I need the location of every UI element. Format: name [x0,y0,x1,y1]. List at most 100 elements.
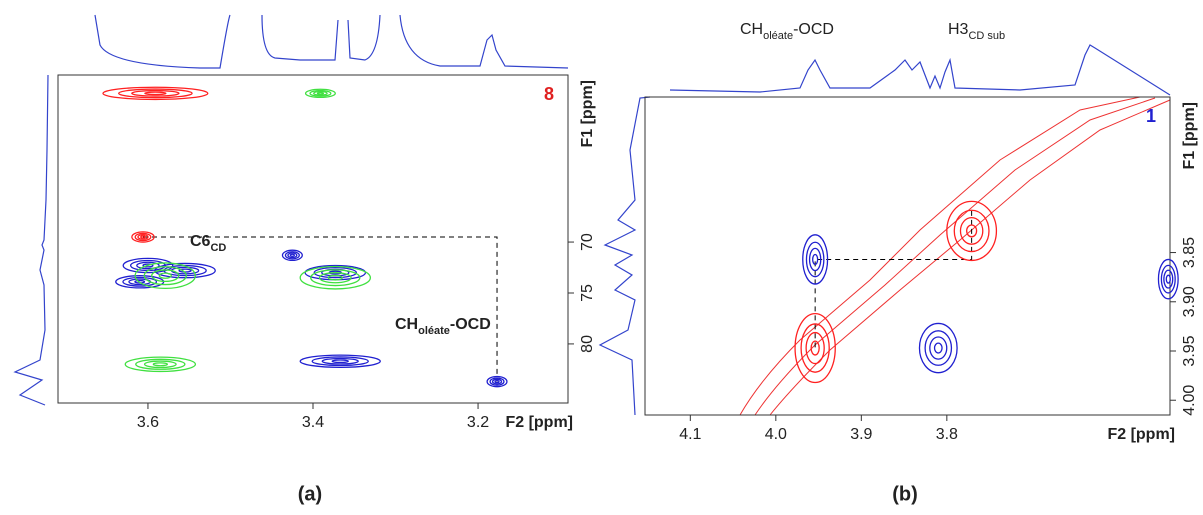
x-tick-label: 3.9 [850,426,872,443]
contour [118,88,193,99]
projection-trace [13,74,49,406]
contour [281,249,303,262]
projection-trace [598,96,651,416]
x-axis-label: F2 [ppm] [1107,426,1175,443]
contour [1165,274,1171,284]
peak [102,86,209,101]
contour [929,336,948,360]
projection-trace [94,14,569,69]
contour [310,269,361,287]
contour [131,89,180,97]
contour [489,377,505,386]
x-tick-label: 4.0 [765,426,787,443]
contour [800,323,830,373]
contour [805,241,825,278]
contour [151,269,180,283]
annotation-part: CD [210,242,226,254]
contour [135,358,186,370]
contour [143,360,177,369]
correlation-line [143,236,498,382]
contour [918,322,958,374]
contour [953,209,990,253]
y-tick-label: 4.00 [1181,385,1198,416]
diagonal-band [739,96,1171,416]
panel-label: (b) [892,483,918,505]
contour [134,262,197,290]
contour [142,263,154,268]
annotation-part: C6 [190,233,211,250]
peak [299,265,372,290]
contour [808,247,822,272]
contour [102,86,209,101]
annotation: CHoléate-OCD [740,21,834,42]
contour [136,261,160,270]
annotation-part: CH [395,316,418,333]
contour [158,272,172,279]
annotation-part: H3 [948,21,969,38]
contour [313,266,358,279]
contour [318,272,352,284]
panel-label: (a) [298,483,322,505]
peak [281,249,303,262]
contour [327,274,343,281]
annotation: H3CD sub [948,21,1005,42]
annotation-part: CH [740,21,763,38]
y-tick-label: 3.95 [1181,335,1198,366]
x-axis-label: F2 [ppm] [505,414,573,431]
annotation-part: -OCD [450,316,491,333]
annotation-part: oléate [763,30,793,42]
peak [1157,258,1179,300]
contour [124,356,197,373]
y-tick-label: 3.90 [1181,286,1198,317]
peak [131,231,155,243]
y-tick-label: 70 [579,233,596,251]
peak [299,354,381,368]
contour [309,89,332,97]
contour [802,234,829,285]
contour [924,330,953,366]
peak [918,322,958,374]
contour [933,342,943,354]
x-tick-label: 3.4 [302,414,324,431]
contour [137,234,149,240]
contour [946,200,998,262]
contour [805,331,825,365]
contour [299,354,381,368]
contour [494,379,500,384]
x-tick-label: 3.8 [936,426,958,443]
contour [304,88,336,99]
contour [486,375,508,388]
peak [304,88,336,99]
contour [140,235,146,239]
contour [810,340,820,356]
peak [124,356,197,373]
contour [812,253,819,266]
contour [491,378,503,385]
contour [131,231,155,243]
contour [134,232,152,242]
contour [794,312,836,384]
sample-label: 1 [1146,106,1156,126]
plot-frame [57,74,569,404]
x-tick-label: 4.1 [679,426,701,443]
y-tick-label: 80 [579,335,596,353]
contour [122,276,158,287]
y-tick-label: 75 [579,284,596,302]
contour [1157,258,1179,300]
contour [321,357,359,365]
x-tick-label: 3.6 [137,414,159,431]
y-tick-label: 3.85 [1181,237,1198,268]
x-tick-label: 3.2 [467,414,489,431]
contour [311,356,369,367]
contour [299,265,372,290]
contour [287,252,298,259]
annotation-part: CD sub [968,30,1005,42]
sample-label: 8 [544,84,554,104]
peak [802,234,829,285]
contour [122,257,174,274]
y-axis-label: F1 [ppm] [579,80,596,148]
peak [946,200,998,262]
projection-trace [669,44,1171,96]
